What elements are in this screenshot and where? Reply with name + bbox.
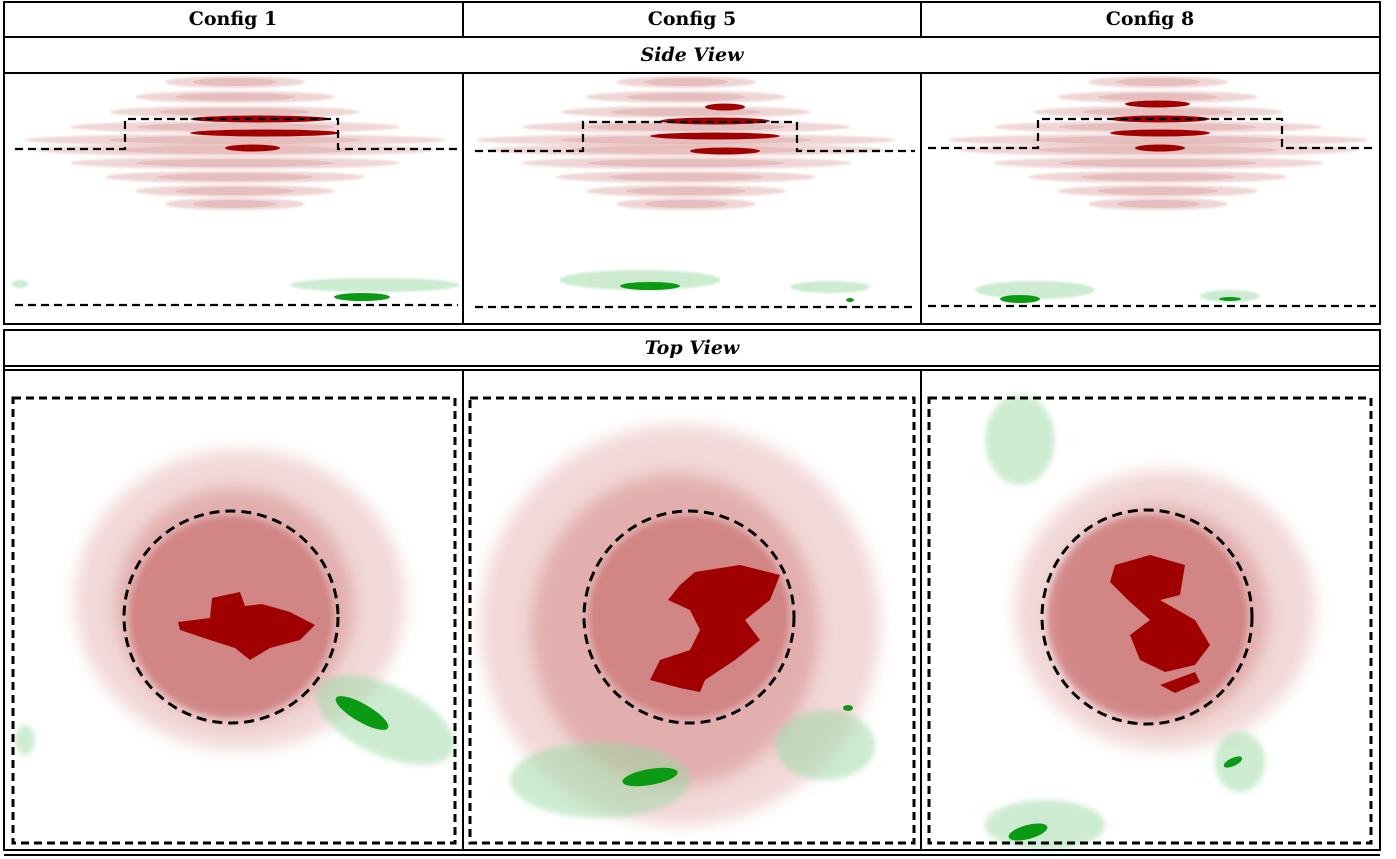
green-blob <box>12 280 28 288</box>
section-title: Top View <box>645 337 740 359</box>
side-panel <box>12 76 460 305</box>
density-band <box>193 200 277 208</box>
green-blob <box>985 395 1055 485</box>
green-blob <box>846 298 854 302</box>
density-band <box>175 93 295 101</box>
top-panel <box>929 395 1371 850</box>
density-band <box>160 108 310 116</box>
top-panel <box>13 398 468 843</box>
density-band <box>1116 200 1200 208</box>
dense-band <box>650 133 780 140</box>
density-band <box>175 187 295 195</box>
figure: Config 1 Config 5 Config 8 Side View Top… <box>0 0 1396 859</box>
page: Config 1 Config 5 Config 8 Side View Top… <box>0 0 1396 859</box>
dense-band <box>690 148 760 155</box>
top-panel <box>470 398 914 843</box>
dense-band <box>705 104 745 111</box>
density-band <box>1059 159 1257 167</box>
dense-band <box>190 130 340 137</box>
density-band <box>626 187 746 195</box>
density-band <box>644 200 728 208</box>
density-band <box>1080 173 1236 181</box>
dense-band <box>660 118 770 125</box>
dense-band <box>225 145 280 152</box>
green-blob <box>15 725 35 755</box>
green-blob <box>334 293 390 301</box>
dense-band <box>1135 145 1185 152</box>
density-band <box>1032 136 1284 144</box>
panels <box>12 76 1376 850</box>
green-blob <box>775 710 875 780</box>
green-blob <box>975 281 1095 299</box>
side-panel <box>475 76 915 307</box>
density-band <box>157 173 313 181</box>
density-band <box>587 123 785 131</box>
dense-band <box>1125 101 1190 108</box>
density-band <box>1098 187 1218 195</box>
density-band <box>136 159 334 167</box>
green-blob <box>790 281 870 293</box>
density-band <box>1083 108 1233 116</box>
density-band <box>109 136 361 144</box>
density-band <box>626 93 746 101</box>
section-title: Side View <box>641 44 745 66</box>
green-blob <box>843 705 853 711</box>
green-blob <box>290 278 460 292</box>
green-blob <box>620 282 680 290</box>
dense-band <box>1110 130 1210 137</box>
green-blob <box>1000 295 1040 303</box>
column-header: Config 5 <box>648 8 737 30</box>
column-header: Config 1 <box>189 8 278 30</box>
density-band <box>1098 93 1218 101</box>
density-band <box>566 146 806 154</box>
density-band <box>644 78 728 86</box>
green-blob <box>1219 297 1241 301</box>
column-header: Config 8 <box>1106 8 1195 30</box>
density-band <box>587 159 785 167</box>
density-band <box>1116 78 1200 86</box>
side-panel <box>928 76 1376 306</box>
density-band <box>608 173 764 181</box>
density-band <box>193 78 277 86</box>
